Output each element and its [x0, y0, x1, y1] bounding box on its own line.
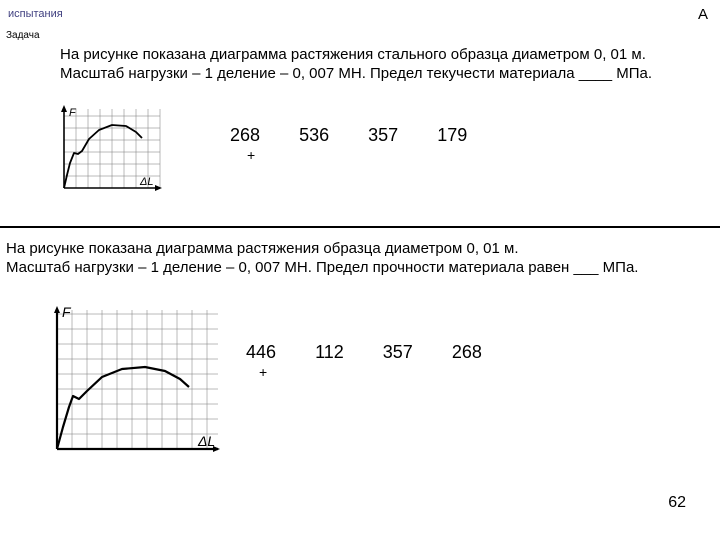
- answers-2: 446 112 357 268: [246, 342, 516, 363]
- answer-2-3: 357: [383, 342, 413, 363]
- answer-2-2: 112: [315, 342, 344, 363]
- q2-line2: Масштаб нагрузки – 1 деление – 0, 007 МН…: [6, 259, 638, 276]
- svg-text:ΔL: ΔL: [139, 176, 154, 188]
- answer-2-4: 268: [452, 342, 482, 363]
- header-letter: А: [698, 6, 708, 23]
- subheader: Задача: [6, 30, 40, 41]
- answer-1-3: 357: [368, 125, 398, 146]
- chart-2: F ΔL: [45, 306, 220, 461]
- answers-1: 268 536 357 179: [230, 125, 501, 146]
- answer-1-2: 536: [299, 125, 329, 146]
- question-2-text: На рисунке показана диаграмма растяжения…: [6, 240, 708, 278]
- question-1-text: На рисунке показана диаграмма растяжения…: [60, 46, 706, 84]
- correct-marker-1: +: [247, 147, 255, 163]
- correct-marker-2: +: [259, 364, 267, 380]
- answer-1-1: 268: [230, 125, 260, 146]
- header-title: испытания: [8, 8, 63, 20]
- chart-1: FΔL: [52, 105, 162, 200]
- svg-text:F: F: [62, 306, 72, 320]
- q1-line2: Масштаб нагрузки – 1 деление – 0, 007 МН…: [60, 65, 652, 82]
- divider: [0, 226, 720, 228]
- q2-line1: На рисунке показана диаграмма растяжения…: [6, 240, 519, 257]
- svg-text:ΔL: ΔL: [197, 433, 215, 449]
- answer-2-1: 446: [246, 342, 276, 363]
- answer-1-4: 179: [437, 125, 467, 146]
- q1-line1: На рисунке показана диаграмма растяжения…: [60, 46, 646, 63]
- page-number: 62: [668, 494, 686, 512]
